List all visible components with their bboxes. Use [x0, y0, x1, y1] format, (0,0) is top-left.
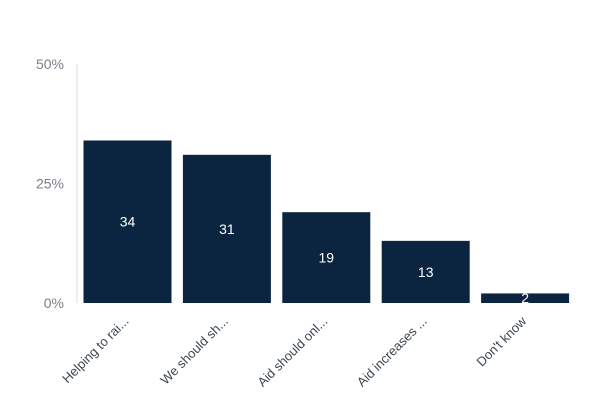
bar — [182, 154, 271, 303]
x-category-label: Aid increases ... — [354, 314, 430, 390]
x-axis: Helping to rai... We should sh... Aid shou… — [59, 313, 529, 389]
data-label: 19 — [319, 250, 335, 266]
bar — [481, 293, 570, 303]
x-category-label: Aid should onl... — [254, 314, 330, 390]
bars: 34 31 19 13 2 — [83, 140, 570, 306]
bar — [282, 212, 371, 303]
data-label: 13 — [418, 264, 434, 280]
y-tick-label: 50% — [36, 56, 64, 72]
y-tick-label: 25% — [36, 176, 64, 192]
y-tick-label: 0% — [44, 295, 64, 311]
x-category-label: Don't know — [473, 313, 529, 369]
data-label: 34 — [120, 214, 136, 230]
bar — [381, 240, 470, 303]
data-label: 31 — [219, 221, 235, 237]
y-axis: 0% 25% 50% — [36, 56, 78, 311]
x-category-label: Helping to rai... — [59, 314, 131, 386]
data-label: 2 — [521, 290, 529, 306]
x-category-label: We should sh... — [157, 314, 231, 388]
bar — [83, 140, 172, 303]
